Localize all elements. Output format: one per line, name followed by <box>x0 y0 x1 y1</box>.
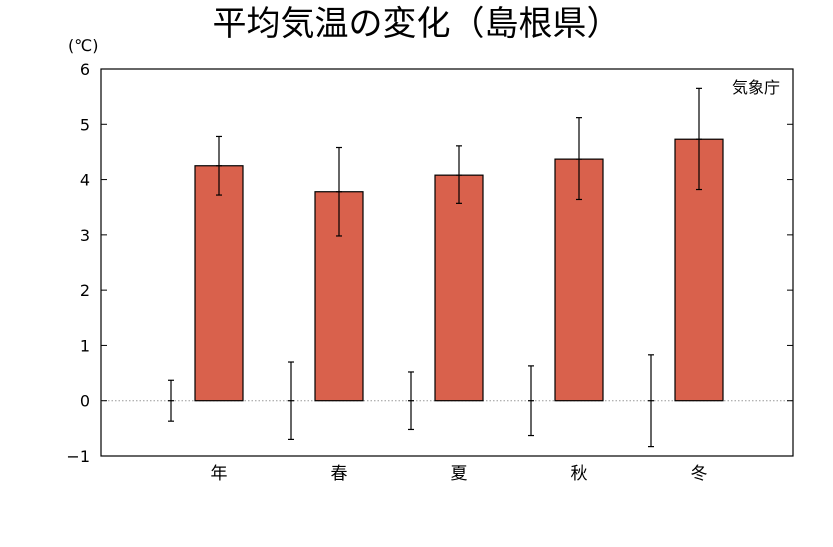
x-tick-label-5: 冬 <box>691 464 708 484</box>
bar-error-bar-5 <box>696 87 702 191</box>
bar-error-bar-4 <box>576 117 582 201</box>
x-tick-label-1: 年 <box>211 464 228 484</box>
y-tick-label-6: 0 <box>80 392 90 411</box>
baseline-error-bar-5 <box>648 354 654 448</box>
baseline-error-bar-1 <box>168 379 174 422</box>
bar-5 <box>674 138 724 402</box>
bar-error-bar-3 <box>456 145 462 204</box>
baseline-error-bar-3 <box>408 371 414 431</box>
x-tick-label-2: 春 <box>331 464 348 484</box>
y-tick-label-1: 5 <box>80 115 90 134</box>
y-tick-label-4: 2 <box>80 281 90 300</box>
y-tick-label-5: 1 <box>80 336 90 355</box>
y-tick-label-0: 6 <box>80 60 90 79</box>
baseline-error-bar-2 <box>288 361 294 441</box>
bar-error-bar-1 <box>216 135 222 196</box>
y-tick-label-7: −1 <box>66 447 90 466</box>
y-tick-label-3: 3 <box>80 226 90 245</box>
source-label: 気象庁 <box>732 78 780 97</box>
y-unit-label: (℃) <box>68 36 98 55</box>
baseline-error-bar-4 <box>528 365 534 437</box>
x-tick-label-3: 夏 <box>451 464 468 484</box>
chart-title: 平均気温の変化（島根県） <box>212 4 621 44</box>
x-tick-label-4: 秋 <box>571 464 588 484</box>
bar-3 <box>434 174 484 402</box>
y-tick-label-2: 4 <box>80 171 90 190</box>
bar-1 <box>194 165 244 402</box>
bar-error-bar-2 <box>336 146 342 237</box>
